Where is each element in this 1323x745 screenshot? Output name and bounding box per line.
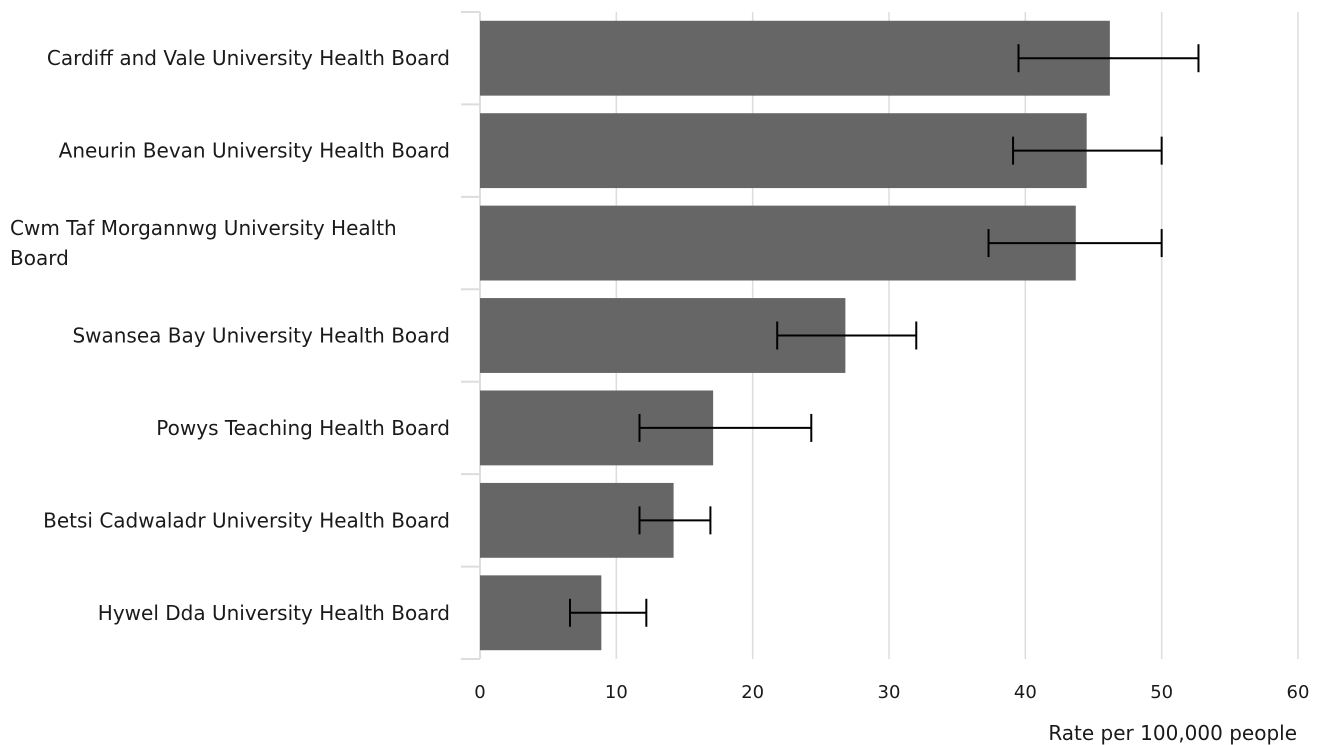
y-axis [461, 11, 481, 660]
error-bar [568, 598, 648, 627]
bar [480, 205, 1076, 281]
category-label: Aneurin Bevan University Health Board [59, 139, 450, 163]
error-bar [776, 321, 918, 350]
category-label: Cwm Taf Morgannwg University Health Board [10, 216, 397, 270]
error-bar [1017, 44, 1200, 73]
error-bars [568, 44, 1200, 627]
category-label: Swansea Bay University Health Board [72, 324, 450, 348]
x-tick-labels: 0 10 20 30 40 50 60 [474, 682, 1309, 703]
category-label: Hywel Dda University Health Board [98, 601, 450, 625]
x-tick-label: 60 [1287, 682, 1310, 703]
x-axis-title: Rate per 100,000 people [1048, 721, 1297, 745]
x-tick-label: 50 [1150, 682, 1173, 703]
x-tick-label: 10 [605, 682, 628, 703]
bars [480, 20, 1110, 651]
error-bar [987, 229, 1163, 258]
x-tick-label: 0 [474, 682, 485, 703]
bar [480, 20, 1110, 96]
category-label: Powys Teaching Health Board [156, 416, 450, 440]
x-tick-label: 40 [1014, 682, 1037, 703]
category-labels: Cardiff and Vale University Health Board… [10, 46, 450, 625]
category-label: Cardiff and Vale University Health Board [47, 46, 450, 70]
x-tick-label: 30 [878, 682, 901, 703]
error-bar [1012, 136, 1163, 165]
error-bar [638, 413, 813, 442]
x-tick-label: 20 [741, 682, 764, 703]
bar [480, 113, 1087, 189]
error-bar [638, 506, 712, 535]
category-label: Betsi Cadwaladr University Health Board [43, 508, 450, 532]
